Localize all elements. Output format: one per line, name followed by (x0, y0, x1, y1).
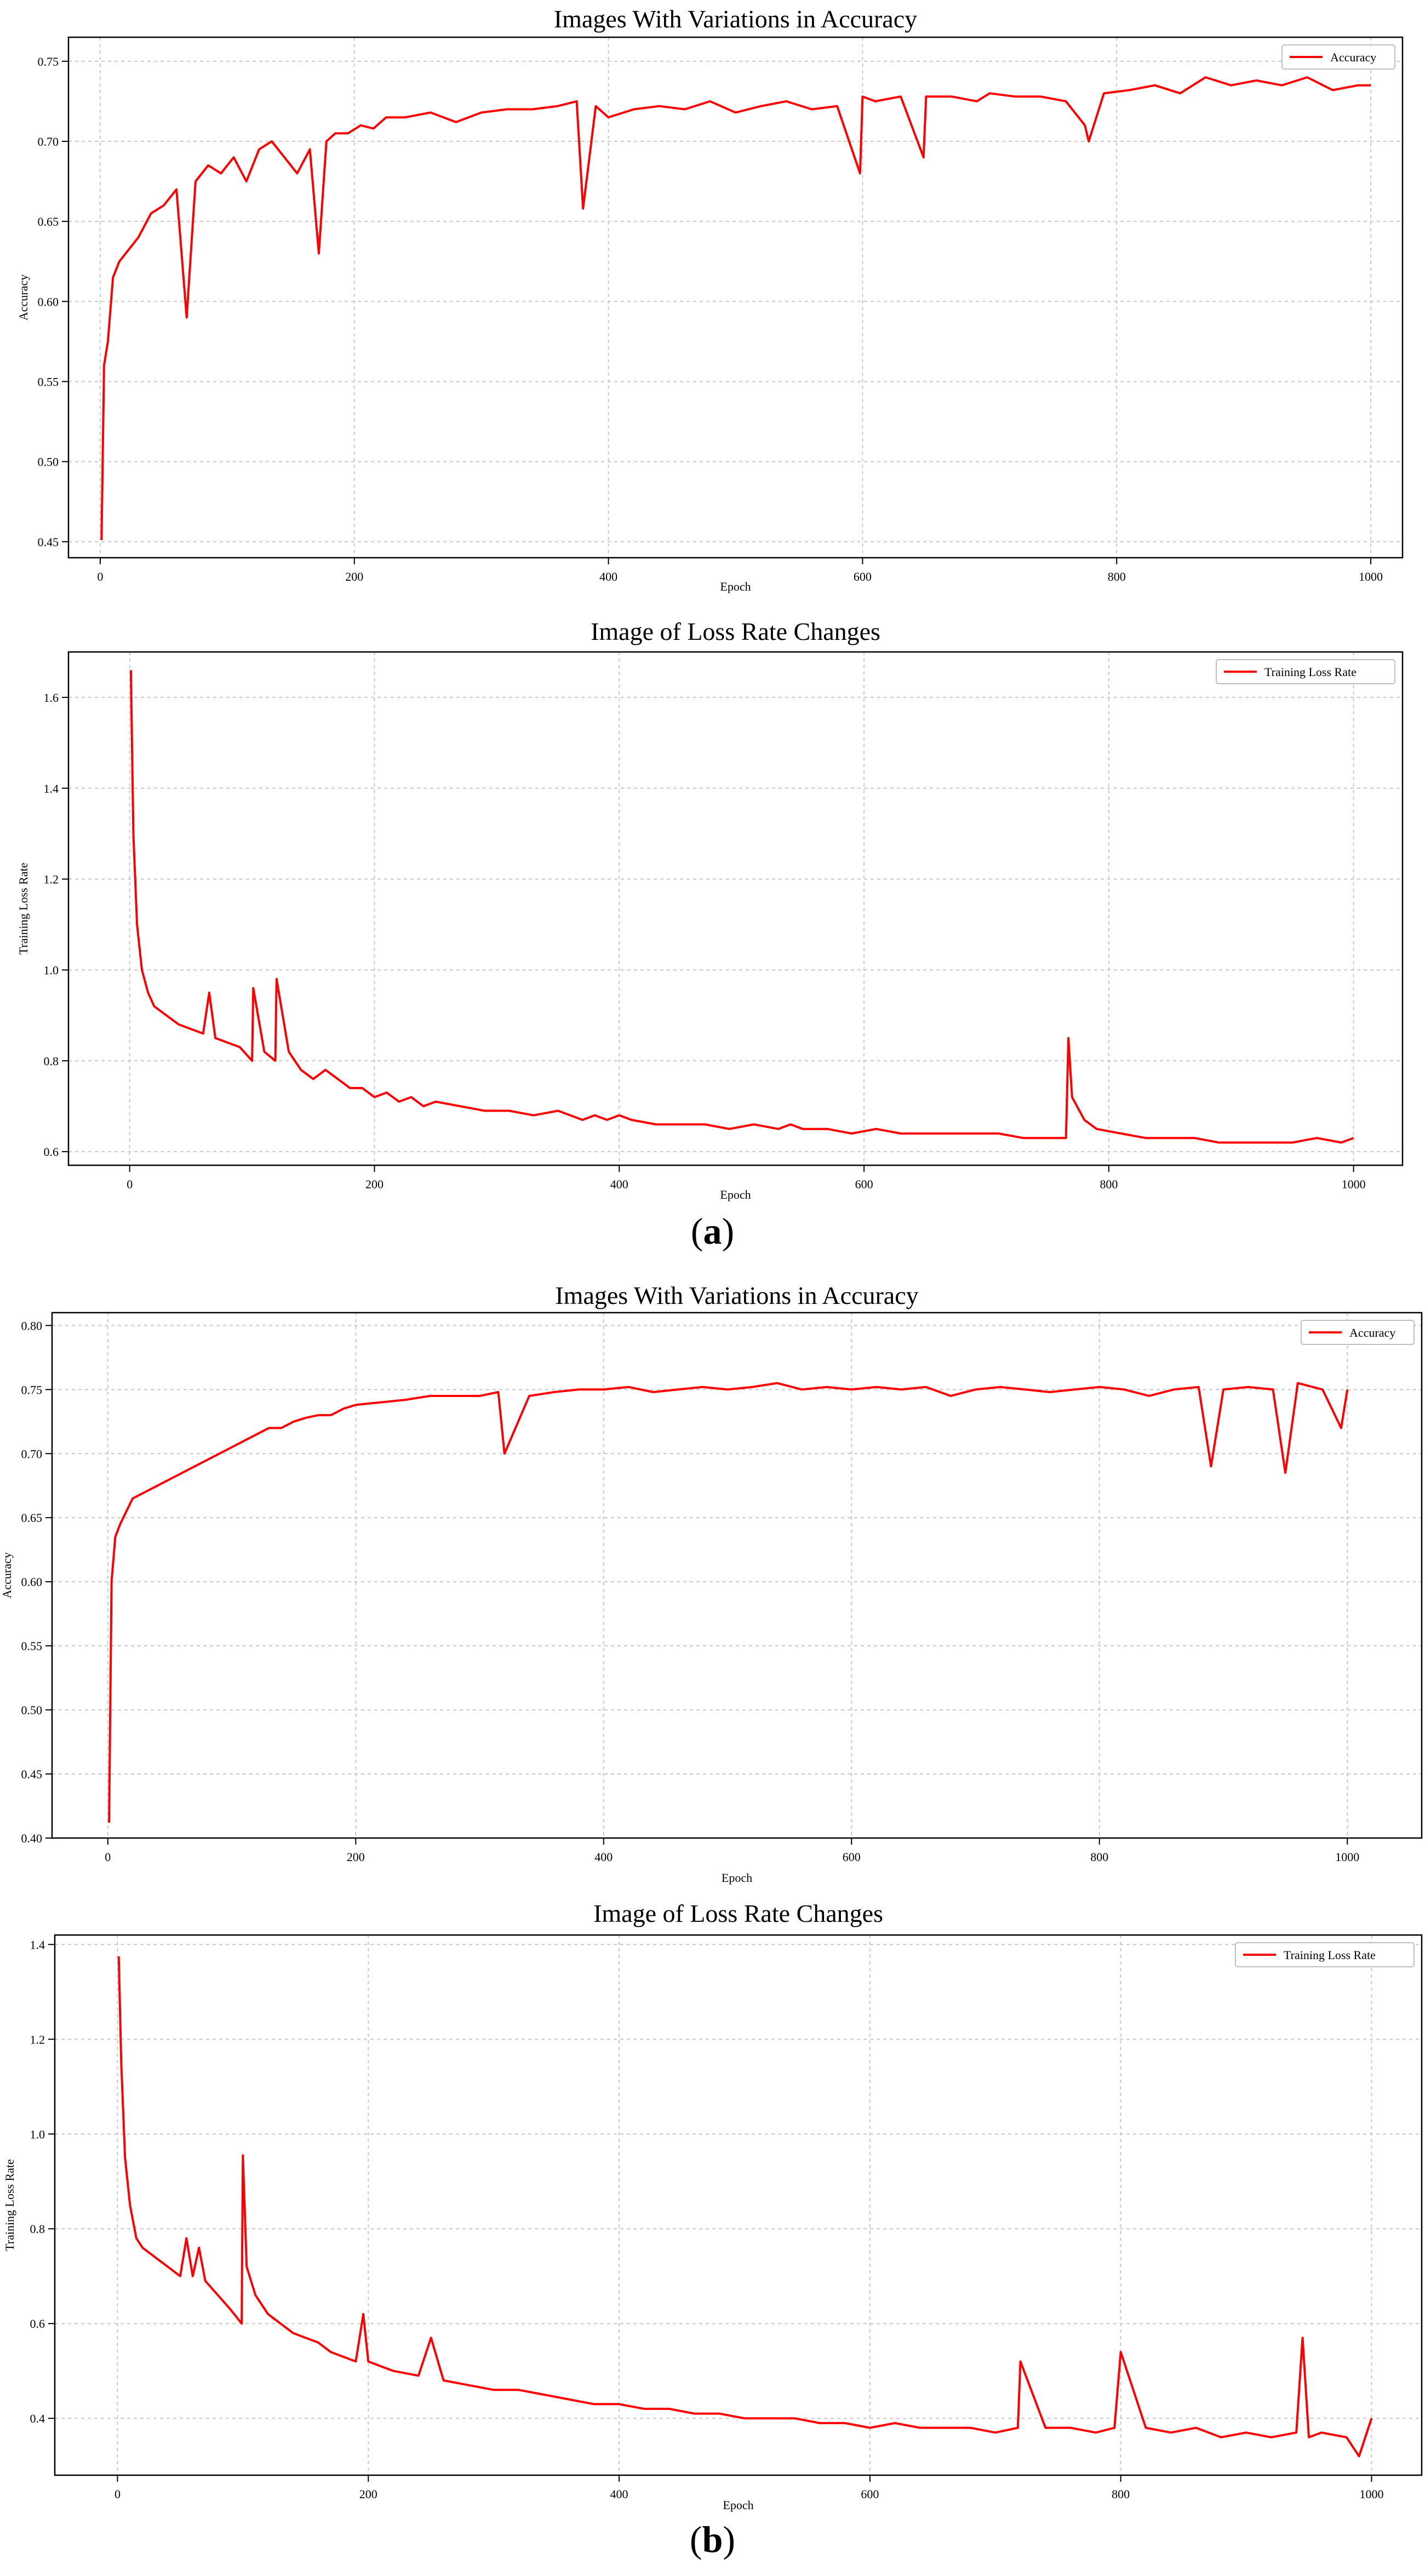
chart-title: Image of Loss Rate Changes (593, 1899, 883, 1927)
x-tick-label: 0 (115, 2487, 121, 2501)
plot-frame (51, 1312, 1423, 1839)
y-axis-label: Training Loss Rate (16, 863, 30, 955)
panel-label-b-open: ( (689, 2518, 702, 2560)
legend-label: Training Loss Rate (1284, 1948, 1376, 1962)
y-tick-label: 0.8 (30, 2222, 45, 2236)
y-tick-label: 0.70 (38, 135, 59, 148)
x-tick-label: 800 (1108, 570, 1126, 583)
y-tick-label: 1.4 (44, 782, 59, 795)
series-line-training-loss-rate (129, 670, 1354, 1144)
panel-label-a-open: ( (690, 1210, 703, 1252)
y-tick-label: 1.6 (44, 691, 59, 705)
y-tick-label: 0.50 (21, 1703, 43, 1717)
chart-title: Image of Loss Rate Changes (591, 617, 880, 645)
legend-label: Accuracy (1349, 1326, 1395, 1339)
legend-box (1301, 1320, 1415, 1345)
y-axis-label: Accuracy (0, 1552, 14, 1598)
series-line-training-loss-rate (117, 1956, 1373, 2458)
x-tick-label: 1000 (1342, 1177, 1366, 1191)
x-tick-label: 800 (1100, 1177, 1118, 1191)
x-tick-label: 800 (1112, 2487, 1130, 2501)
legend-label: Training Loss Rate (1264, 665, 1357, 679)
x-axis-label: Epoch (722, 1871, 752, 1885)
panel-label-b-letter: b (702, 2518, 723, 2560)
legend-box (1281, 44, 1395, 70)
x-tick-label: 200 (345, 570, 363, 583)
x-tick-label: 200 (359, 2487, 377, 2501)
x-tick-label: 800 (1090, 1850, 1108, 1864)
x-tick-label: 0 (97, 570, 103, 583)
x-tick-label: 600 (855, 1177, 873, 1191)
x-tick-label: 1000 (1359, 570, 1383, 583)
y-tick-label: 0.45 (21, 1767, 43, 1781)
x-tick-label: 200 (365, 1177, 384, 1191)
chart-1: 0 200 400 600 800 1000 0.45 0.50 0.55 0.60 0.65 0.7… (16, 5, 1404, 593)
y-tick-label: 1.2 (44, 873, 59, 886)
x-tick-label: 600 (861, 2487, 879, 2501)
x-tick-label: 400 (599, 570, 617, 583)
y-tick-label: 0.55 (38, 375, 59, 388)
y-tick-label: 0.75 (21, 1383, 43, 1396)
x-tick-label: 400 (610, 2487, 628, 2501)
y-tick-label: 0.45 (38, 535, 59, 549)
panel-label-a-letter: a (703, 1210, 722, 1252)
y-tick-label: 0.60 (21, 1575, 43, 1589)
legend-label: Accuracy (1330, 50, 1376, 64)
chart-3: 0 200 400 600 800 1000 0.40 0.45 0.50 0.55 0.60 0.6… (0, 1281, 1423, 1885)
legend-box (1235, 1942, 1415, 1967)
panel-label-a-close: ) (722, 1210, 735, 1252)
y-axis-label: Training Loss Rate (3, 2159, 16, 2251)
plot-frame (54, 1934, 1423, 2476)
chart-2: 0 200 400 600 800 1000 0.6 0.8 1.0 1.2 1.4 1.6 Image… (16, 617, 1404, 1201)
x-tick-label: 600 (854, 570, 872, 583)
y-tick-label: 0.75 (38, 55, 59, 68)
chart-title: Images With Variations in Accuracy (554, 5, 917, 33)
y-tick-label: 0.50 (38, 455, 59, 469)
x-axis-label: Epoch (720, 1188, 751, 1201)
y-tick-label: 1.0 (44, 963, 59, 977)
panel-label-b-close: ) (723, 2518, 736, 2560)
chart-4: 0 200 400 600 800 1000 0.4 0.6 0.8 1.0 1.2 1.4 Image… (3, 1899, 1423, 2512)
x-axis-label: Epoch (723, 2498, 753, 2512)
series-line-accuracy (108, 1382, 1349, 1823)
y-axis-label: Accuracy (16, 274, 30, 320)
y-tick-label: 0.65 (21, 1511, 43, 1525)
y-tick-label: 0.6 (44, 1145, 59, 1159)
panel-label-b: (b) (0, 2518, 1425, 2561)
y-tick-label: 0.55 (21, 1639, 43, 1653)
x-tick-label: 0 (127, 1177, 133, 1191)
chart-title: Images With Variations in Accuracy (555, 1281, 918, 1309)
y-tick-label: 0.65 (38, 215, 59, 228)
y-tick-label: 0.70 (21, 1447, 43, 1461)
x-tick-label: 1000 (1359, 2487, 1383, 2501)
series-line-accuracy (100, 76, 1371, 540)
y-tick-label: 0.60 (38, 295, 59, 308)
legend-box (1216, 659, 1395, 684)
panel-label-a: (a) (0, 1210, 1425, 1253)
y-tick-label: 0.8 (44, 1054, 59, 1068)
y-tick-label: 0.80 (21, 1319, 43, 1332)
x-tick-label: 1000 (1335, 1850, 1359, 1864)
x-tick-label: 400 (610, 1177, 628, 1191)
y-tick-label: 0.4 (30, 2412, 45, 2425)
plot-frame (67, 36, 1404, 559)
x-axis-label: Epoch (720, 580, 751, 593)
x-tick-label: 600 (843, 1850, 861, 1864)
y-tick-label: 1.4 (30, 1938, 45, 1951)
y-tick-label: 1.2 (30, 2033, 45, 2046)
x-tick-label: 400 (594, 1850, 613, 1864)
y-tick-label: 0.6 (30, 2317, 45, 2331)
plot-frame (67, 651, 1404, 1166)
x-tick-label: 0 (105, 1850, 111, 1864)
y-tick-label: 1.0 (30, 2127, 45, 2141)
x-tick-label: 200 (347, 1850, 365, 1864)
y-tick-label: 0.40 (21, 1831, 43, 1845)
